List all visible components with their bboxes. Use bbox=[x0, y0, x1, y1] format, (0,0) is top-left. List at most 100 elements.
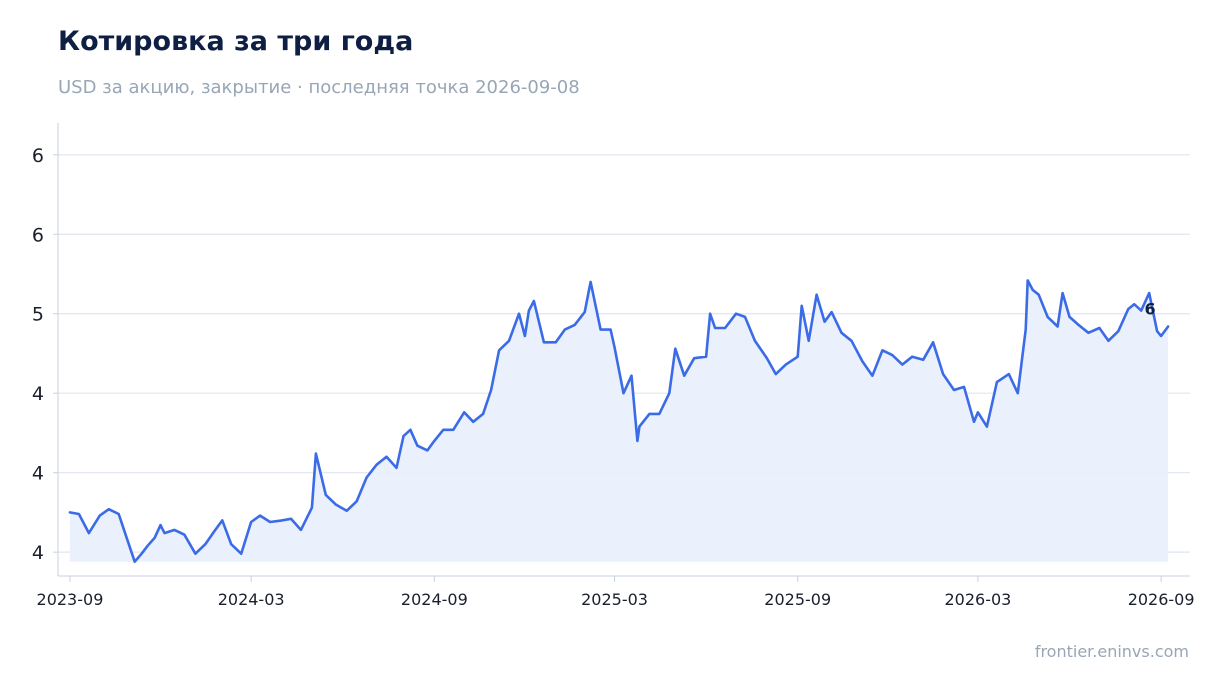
price-area-fill bbox=[69, 280, 1169, 562]
x-tick-label: 2026-03 bbox=[945, 590, 1012, 609]
price-point bbox=[622, 392, 625, 395]
plot-area bbox=[68, 279, 1170, 563]
price-point bbox=[986, 425, 988, 428]
price-point bbox=[78, 513, 80, 515]
price-point bbox=[609, 328, 612, 331]
price-point bbox=[204, 543, 207, 546]
price-point bbox=[705, 355, 707, 358]
price-point bbox=[472, 421, 474, 423]
price-point bbox=[840, 332, 843, 334]
price-point bbox=[901, 363, 904, 366]
price-point bbox=[871, 374, 874, 377]
price-point bbox=[861, 360, 864, 363]
price-point bbox=[1098, 327, 1101, 329]
price-point bbox=[543, 341, 545, 344]
y-tick-label: 5 bbox=[32, 304, 44, 326]
price-point bbox=[402, 435, 405, 437]
price-point bbox=[573, 324, 576, 326]
x-tick-label: 2025-03 bbox=[581, 590, 648, 609]
price-point bbox=[754, 339, 756, 342]
price-point bbox=[482, 413, 484, 415]
x-tick-label: 2024-03 bbox=[218, 590, 285, 609]
price-point bbox=[744, 316, 746, 318]
price-point bbox=[221, 519, 224, 522]
price-point bbox=[269, 521, 271, 523]
price-point bbox=[714, 327, 716, 329]
price-point bbox=[1167, 325, 1169, 328]
y-tick-label: 6 bbox=[32, 224, 44, 246]
price-point bbox=[815, 293, 818, 296]
price-point bbox=[1037, 293, 1040, 296]
price-point bbox=[800, 304, 803, 307]
chart-title: Котировка за три года bbox=[58, 26, 414, 57]
price-point bbox=[630, 374, 633, 377]
price-point bbox=[599, 328, 602, 331]
price-point bbox=[1156, 330, 1158, 333]
price-point bbox=[334, 503, 337, 506]
price-point bbox=[724, 327, 726, 329]
price-point bbox=[159, 524, 162, 526]
price-point bbox=[563, 328, 566, 331]
price-point bbox=[409, 428, 412, 431]
price-point bbox=[140, 552, 143, 555]
price-point bbox=[807, 339, 810, 342]
x-tick-label: 2023-09 bbox=[37, 590, 104, 609]
price-point bbox=[784, 363, 787, 366]
price-point bbox=[163, 532, 166, 534]
x-tick-label: 2025-09 bbox=[764, 590, 831, 609]
price-point bbox=[911, 355, 914, 358]
price-point bbox=[345, 510, 348, 512]
price-point bbox=[881, 349, 884, 352]
price-point bbox=[518, 312, 520, 315]
price-point bbox=[508, 339, 510, 342]
price-point bbox=[1046, 316, 1049, 318]
axes bbox=[53, 123, 1190, 582]
y-tick-label: 4 bbox=[32, 383, 44, 405]
price-point bbox=[250, 521, 252, 523]
price-point bbox=[977, 411, 979, 414]
price-point bbox=[693, 357, 695, 360]
price-point bbox=[953, 389, 955, 391]
price-point bbox=[636, 440, 639, 442]
price-point bbox=[146, 545, 149, 547]
price-point bbox=[69, 511, 71, 514]
price-point bbox=[463, 411, 466, 414]
price-point bbox=[735, 312, 737, 315]
price-point bbox=[490, 389, 492, 391]
price-point bbox=[922, 359, 924, 361]
price-point bbox=[1024, 328, 1027, 331]
price-point bbox=[426, 449, 429, 452]
price-point bbox=[214, 529, 217, 531]
price-point bbox=[613, 346, 616, 348]
price-point bbox=[709, 312, 711, 315]
price-point bbox=[259, 514, 261, 517]
price-point bbox=[385, 455, 388, 458]
tick-labels: 4 4 4 5 6 6 2023-09 2024-03 2024-09 2025-03 2025-0… bbox=[32, 145, 1195, 609]
price-point bbox=[528, 309, 530, 312]
price-point bbox=[416, 444, 419, 447]
y-tick-label: 6 bbox=[32, 145, 44, 167]
price-point bbox=[107, 508, 110, 511]
price-point bbox=[796, 355, 799, 358]
last-value-label: 6 bbox=[1145, 299, 1156, 318]
price-point bbox=[375, 463, 378, 466]
price-point bbox=[230, 543, 233, 546]
x-tick-label: 2024-09 bbox=[401, 590, 468, 609]
price-point bbox=[498, 349, 500, 352]
price-point bbox=[1016, 392, 1019, 395]
price-point bbox=[1068, 316, 1071, 318]
price-point bbox=[524, 335, 526, 337]
price-point bbox=[683, 374, 686, 377]
price-point bbox=[355, 500, 358, 503]
price-point bbox=[932, 341, 934, 344]
price-point bbox=[1160, 335, 1162, 337]
price-point bbox=[281, 519, 283, 522]
price-point bbox=[658, 413, 661, 415]
price-point bbox=[996, 381, 998, 383]
price-point bbox=[395, 467, 398, 469]
price-point bbox=[325, 494, 327, 496]
price-point bbox=[1026, 279, 1029, 282]
price-point bbox=[88, 532, 90, 534]
price-point bbox=[638, 425, 641, 428]
